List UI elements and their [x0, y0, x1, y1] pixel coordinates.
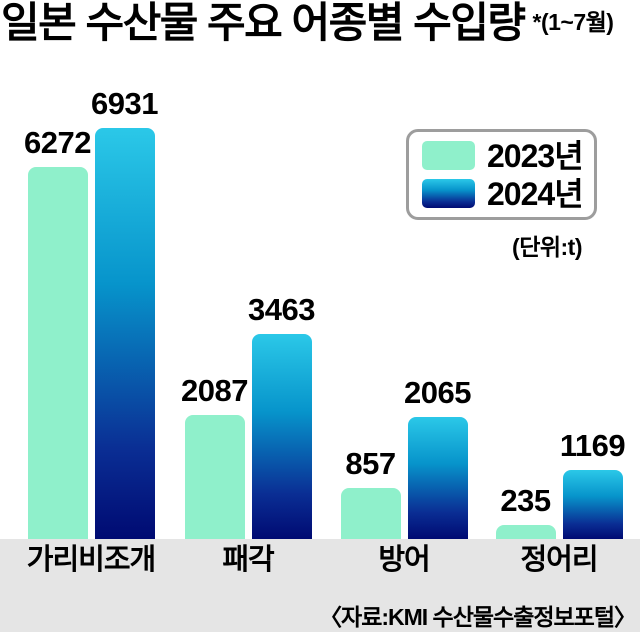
bar-2024년-패각: [251, 334, 312, 539]
x-axis-band: 가리비조개 패각 방어 정어리 〈자료:KMI 수산물수출정보포털〉: [0, 539, 640, 632]
legend-swatch-2023: [422, 141, 475, 170]
bar-2023년-방어: [340, 488, 401, 539]
category-label-방어: 방어: [378, 544, 430, 576]
legend-item-2023: 2023년: [422, 137, 594, 174]
legend: 2023년 2024년: [406, 129, 597, 220]
value-label-2024년-방어: 2065: [404, 375, 471, 410]
chart-title-note: *(1~7월): [532, 9, 614, 35]
legend-item-2024: 2024년: [422, 175, 594, 212]
bar-2024년-방어: [407, 417, 468, 539]
source-credit: 〈자료:KMI 수산물수출정보포털〉: [319, 604, 637, 630]
chart-header: 일본 수산물 주요 어종별 수입량 *(1~7월): [1, 0, 614, 46]
category-label-정어리: 정어리: [520, 544, 598, 576]
bar-2024년-정어리: [562, 470, 623, 539]
bar-2023년-가리비조개: [27, 167, 88, 539]
value-label-2024년-패각: 3463: [248, 292, 315, 327]
legend-label-2023: 2023년: [487, 137, 584, 174]
value-label-2024년-가리비조개: 6931: [91, 86, 158, 121]
value-label-2023년-가리비조개: 6272: [24, 125, 91, 160]
bar-2023년-패각: [184, 415, 245, 539]
category-label-가리비조개: 가리비조개: [26, 544, 156, 576]
value-label-2023년-정어리: 235: [500, 483, 551, 518]
bar-2023년-정어리: [495, 525, 556, 539]
value-label-2023년-방어: 857: [345, 446, 396, 481]
category-label-패각: 패각: [222, 544, 274, 576]
value-label-2024년-정어리: 1169: [559, 428, 626, 463]
value-label-2023년-패각: 2087: [181, 373, 248, 408]
chart-title: 일본 수산물 주요 어종별 수입량: [1, 0, 526, 46]
legend-label-2024: 2024년: [487, 175, 584, 212]
legend-swatch-2024: [422, 179, 475, 208]
bar-2024년-가리비조개: [94, 128, 155, 539]
unit-label: (단위:t): [512, 234, 582, 260]
